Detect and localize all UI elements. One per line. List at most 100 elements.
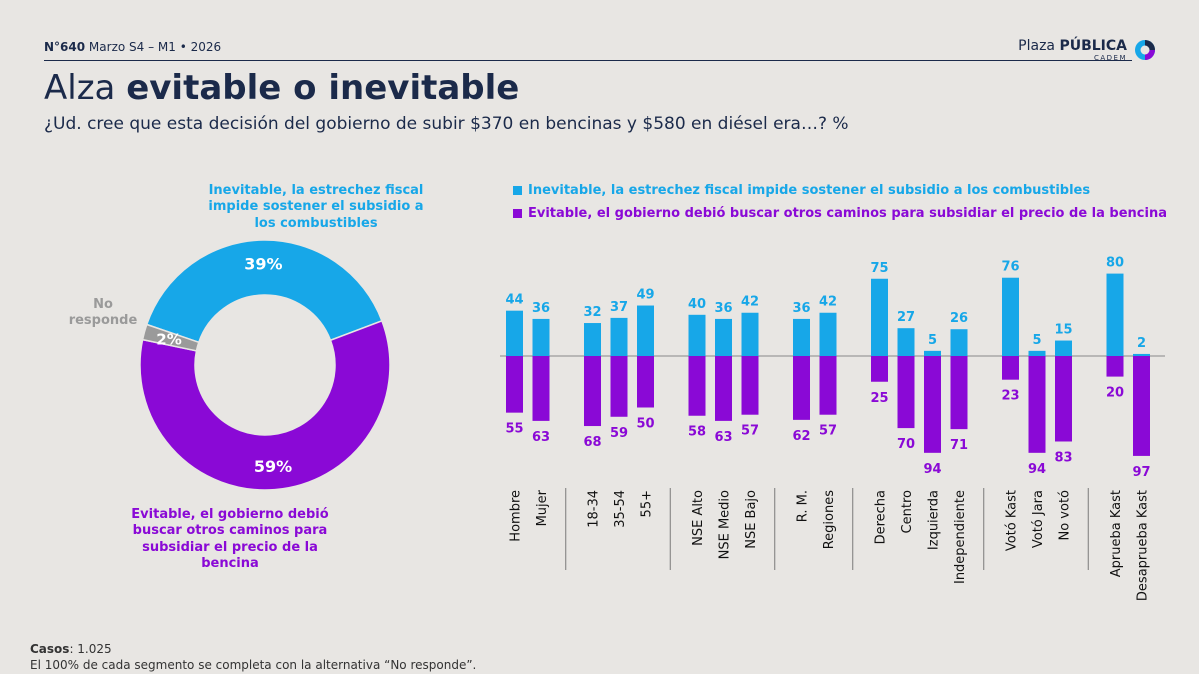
bar-inevitable [1106,273,1124,356]
legend-label-evitable: Evitable, el gobierno debió buscar otros… [528,206,1167,221]
value-label-evitable: 25 [870,391,888,406]
value-label-evitable: 23 [1001,389,1019,404]
value-label-inevitable: 76 [1001,260,1019,275]
bar-inevitable [637,305,654,356]
report-meta: N°640 Marzo S4 – M1 • 2026 [44,40,221,54]
bar-inevitable [793,318,810,356]
value-label-inevitable: 49 [636,288,654,303]
bar-evitable [506,356,523,413]
bar-evitable [924,356,941,453]
donut-label-no-responde: No responde [68,297,138,329]
page-title: Alza evitable o inevitable [44,68,519,108]
header-divider [44,60,1132,61]
donut-slice-evitable [139,319,391,491]
bar-evitable [819,356,837,415]
value-label-evitable: 58 [688,425,706,440]
bar-evitable [1028,356,1046,453]
category-label: No votó [1058,490,1073,541]
donut-label-evitable: Evitable, el gobierno debió buscar otros… [131,507,329,571]
value-label-evitable: 57 [741,424,759,439]
value-label-evitable: 63 [714,430,732,445]
bar-inevitable [1055,340,1072,356]
casos-value: : 1.025 [69,642,112,656]
bar-inevitable [506,310,523,356]
value-label-evitable: 97 [1132,465,1150,480]
bar-evitable [897,356,915,429]
bar-evitable [532,356,550,421]
category-label: Desaprueba Kast [1136,490,1151,601]
casos-label: Casos [30,642,70,656]
plaza-publica-logo: Plaza PÚBLICA CADEM [1018,38,1157,62]
category-label: NSE Bajo [744,490,759,549]
report-period: Marzo S4 – M1 • 2026 [88,40,222,54]
donut-value-inevitable: 39% [244,255,282,274]
value-label-evitable: 62 [792,429,810,444]
value-label-evitable: 83 [1054,450,1072,465]
title-bold: evitable o inevitable [126,68,520,108]
bar-evitable [1133,356,1150,456]
bar-inevitable [584,323,601,356]
bar-evitable [688,356,706,416]
category-label: NSE Alto [691,490,706,546]
bar-evitable [741,356,759,415]
legend-swatch-inevitable [513,186,522,195]
value-label-evitable: 68 [583,435,601,450]
legend-swatch-evitable [513,209,522,218]
category-label: Aprueba Kast [1109,490,1124,577]
donut-slice-no-responde [141,323,200,352]
bar-evitable [637,356,654,408]
bar-evitable [715,356,732,421]
value-label-inevitable: 40 [688,297,706,312]
bar-evitable [950,356,968,430]
value-label-inevitable: 37 [610,300,628,315]
footer: Casos: 1.025 El 100% de cada segmento se… [30,641,476,673]
bar-evitable [610,356,628,417]
category-label: 55+ [640,490,655,517]
bar-inevitable [819,312,837,356]
value-label-evitable: 63 [532,430,550,445]
value-label-inevitable: 5 [1032,333,1041,348]
value-label-inevitable: 44 [505,293,523,308]
logo-subtext: CADEM [1093,53,1127,62]
value-label-inevitable: 26 [950,311,968,326]
bar-inevitable [1002,277,1019,356]
category-label: Votó Jara [1031,490,1046,548]
title-light: Alza [44,68,127,108]
bar-inevitable [610,317,628,356]
question-subtitle: ¿Ud. cree que esta decisión del gobierno… [44,114,849,134]
category-label: Votó Kast [1005,490,1020,551]
category-label: Independiente [953,490,968,584]
category-label: Mujer [535,489,550,526]
donut-slice-inevitable [145,239,383,344]
category-label: Izquierda [927,490,942,550]
category-label: 18-34 [587,490,602,528]
bar-inevitable [1028,350,1046,356]
donut-value-evitable: 59% [254,457,292,476]
bar-evitable [584,356,601,427]
category-label: Centro [900,490,915,533]
bar-inevitable [871,278,888,356]
value-label-inevitable: 42 [741,295,759,310]
bar-evitable [1055,356,1072,442]
report-number: N°640 [44,40,86,54]
value-label-evitable: 50 [636,417,654,432]
logo-text-light: Plaza [1018,37,1060,54]
category-label: Hombre [509,490,524,542]
value-label-inevitable: 75 [870,261,888,276]
category-label: R. M. [796,490,811,522]
donut-value-no-responde: 2% [156,331,181,349]
bar-inevitable [950,329,968,356]
value-label-inevitable: 5 [928,333,937,348]
bar-inevitable [924,350,941,356]
donut-label-inevitable: Inevitable, la estrechez fiscal impide s… [208,183,424,231]
value-label-inevitable: 32 [583,305,601,320]
logo-text-bold: PÚBLICA [1059,37,1127,54]
value-label-inevitable: 2 [1137,336,1146,351]
category-label: NSE Medio [718,490,733,559]
category-label: Derecha [874,490,889,544]
legend-item-inevitable: Inevitable, la estrechez fiscal impide s… [513,183,1090,198]
value-label-evitable: 59 [610,426,628,441]
legend-label-inevitable: Inevitable, la estrechez fiscal impide s… [528,183,1091,198]
bar-inevitable [741,312,759,356]
bar-inevitable [897,328,915,356]
